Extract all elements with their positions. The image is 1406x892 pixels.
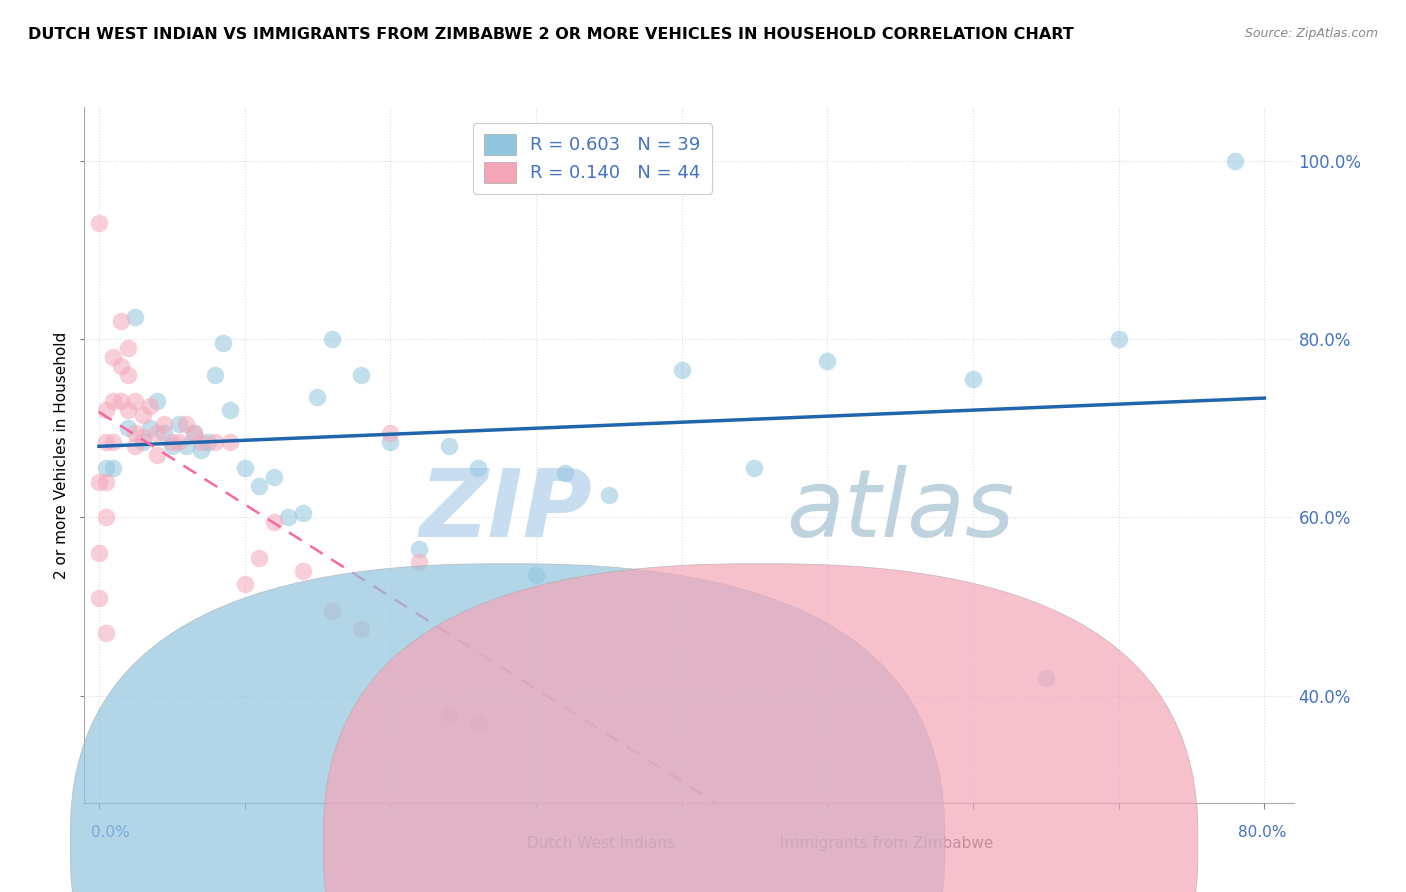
Point: [962, 372, 984, 386]
Point: [204, 368, 226, 382]
Point: [176, 417, 198, 431]
Point: [380, 434, 402, 449]
Point: [744, 461, 766, 475]
Text: ZIP: ZIP: [419, 465, 592, 557]
Point: [131, 434, 153, 449]
Point: [103, 461, 125, 475]
Text: 0.0%: 0.0%: [91, 825, 131, 840]
Point: [408, 541, 430, 556]
Point: [350, 622, 373, 636]
Text: 80.0%: 80.0%: [1239, 825, 1286, 840]
Point: [96, 434, 118, 449]
Point: [291, 564, 314, 578]
Point: [146, 394, 169, 409]
Point: [321, 604, 343, 618]
Point: [321, 332, 343, 346]
Point: [176, 439, 198, 453]
Point: [139, 399, 162, 413]
Point: [146, 448, 169, 462]
Point: [263, 515, 285, 529]
Point: [103, 394, 125, 409]
Point: [87, 591, 110, 605]
Point: [87, 475, 110, 489]
Point: [467, 715, 489, 730]
Point: [190, 443, 212, 458]
Point: [219, 434, 242, 449]
Point: [197, 434, 219, 449]
Point: [671, 363, 693, 377]
Point: [117, 368, 139, 382]
Point: [1035, 671, 1057, 685]
Point: [247, 479, 270, 493]
Point: [110, 394, 132, 409]
Point: [1108, 332, 1130, 346]
Point: [103, 350, 125, 364]
Point: [110, 359, 132, 373]
Point: [117, 421, 139, 435]
Point: [146, 425, 169, 440]
Text: Immigrants from Zimbabwe: Immigrants from Zimbabwe: [780, 837, 994, 851]
Point: [190, 434, 212, 449]
Point: [131, 408, 153, 422]
Point: [96, 403, 118, 417]
Text: DUTCH WEST INDIAN VS IMMIGRANTS FROM ZIMBABWE 2 OR MORE VEHICLES IN HOUSEHOLD CO: DUTCH WEST INDIAN VS IMMIGRANTS FROM ZIM…: [28, 27, 1074, 42]
Point: [291, 506, 314, 520]
Point: [277, 510, 299, 524]
Point: [263, 470, 285, 484]
Point: [437, 439, 460, 453]
Point: [103, 434, 125, 449]
Point: [815, 354, 838, 368]
Point: [160, 434, 183, 449]
Point: [153, 425, 176, 440]
Point: [110, 314, 132, 328]
Point: [219, 403, 242, 417]
Legend: R = 0.603   N = 39, R = 0.140   N = 44: R = 0.603 N = 39, R = 0.140 N = 44: [472, 123, 711, 194]
Point: [307, 390, 329, 404]
Point: [467, 461, 489, 475]
Point: [160, 439, 183, 453]
Point: [183, 425, 205, 440]
Point: [139, 421, 162, 435]
Point: [167, 417, 190, 431]
Point: [524, 568, 547, 582]
Point: [247, 550, 270, 565]
Point: [117, 341, 139, 355]
Point: [87, 216, 110, 230]
Point: [124, 439, 146, 453]
Point: [598, 488, 620, 502]
Text: Dutch West Indians: Dutch West Indians: [527, 837, 675, 851]
Point: [183, 425, 205, 440]
Point: [124, 425, 146, 440]
Point: [124, 310, 146, 324]
Point: [124, 394, 146, 409]
Point: [437, 706, 460, 721]
Point: [167, 434, 190, 449]
Point: [96, 461, 118, 475]
Y-axis label: 2 or more Vehicles in Household: 2 or more Vehicles in Household: [53, 331, 69, 579]
Point: [87, 546, 110, 560]
Point: [233, 461, 256, 475]
Point: [408, 555, 430, 569]
Point: [380, 425, 402, 440]
Point: [1225, 153, 1247, 168]
Point: [131, 430, 153, 444]
Point: [96, 626, 118, 640]
Point: [96, 510, 118, 524]
Point: [153, 417, 176, 431]
Point: [211, 336, 233, 351]
Point: [204, 434, 226, 449]
Point: [350, 368, 373, 382]
Point: [117, 403, 139, 417]
Point: [96, 475, 118, 489]
Text: Source: ZipAtlas.com: Source: ZipAtlas.com: [1244, 27, 1378, 40]
Point: [233, 577, 256, 591]
Text: atlas: atlas: [786, 465, 1014, 556]
Point: [554, 466, 576, 480]
